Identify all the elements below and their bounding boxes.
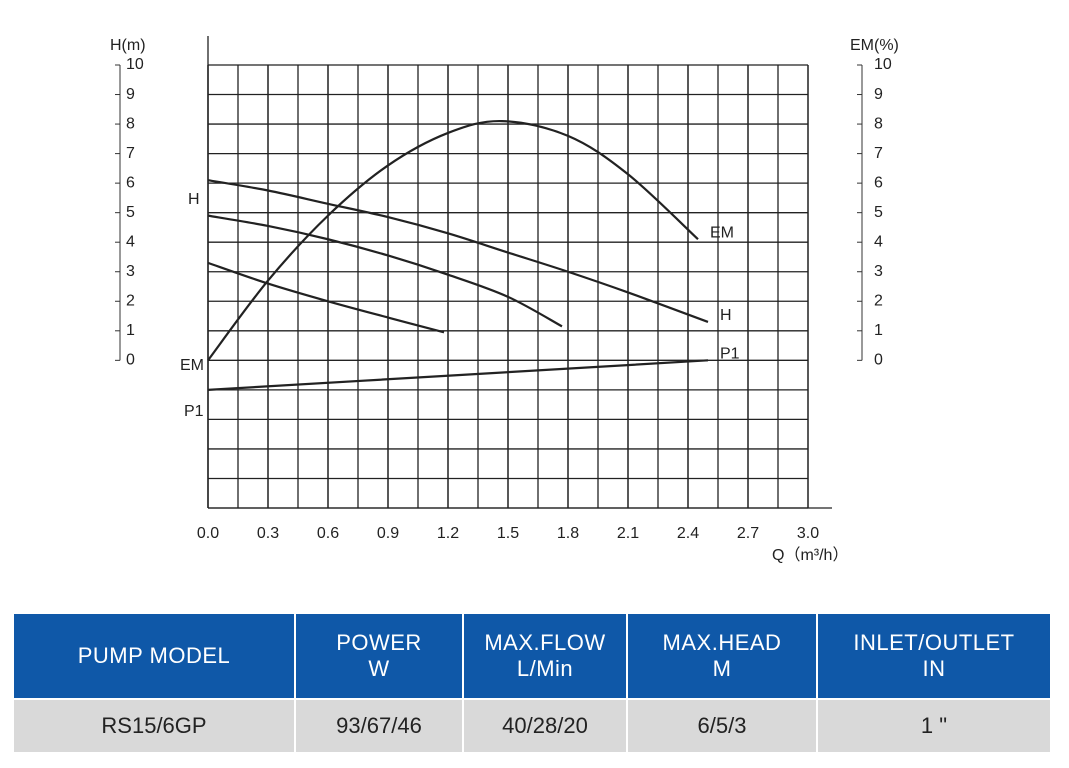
curve <box>207 179 709 323</box>
table-cell: 93/67/46 <box>296 700 462 752</box>
y-tick-label: 10 <box>126 56 144 73</box>
x-tick-label: 1.5 <box>497 525 519 542</box>
y2-tick-label: 4 <box>874 233 883 250</box>
x-tick-label: 1.8 <box>557 525 579 542</box>
x-tick-label: 2.1 <box>617 525 639 542</box>
header-text: INLET/OUTLET <box>853 630 1015 655</box>
y-tick-label: 2 <box>126 292 135 309</box>
header-text: L/Min <box>516 656 574 681</box>
chart: H(m) EM(%) Q（m³/h） 0.0 0.3 0.6 0.9 1.2 1.5 1.8… <box>110 36 899 564</box>
table-cell: RS15/6GP <box>14 700 294 752</box>
y-tick-label: 8 <box>126 115 135 132</box>
curve <box>207 120 699 361</box>
header-cell: INLET/OUTLET IN <box>818 614 1050 698</box>
x-axis-label: Q（m³/h） <box>772 546 848 564</box>
header-text: POWER <box>336 630 422 655</box>
y-tick-label: 0 <box>126 352 135 369</box>
y-tick-label: 7 <box>126 145 135 162</box>
x-tick-label: 2.4 <box>677 525 699 542</box>
table-cell: 6/5/3 <box>628 700 816 752</box>
table-cell: 40/28/20 <box>464 700 626 752</box>
x-tick-label: 3.0 <box>797 525 819 542</box>
x-tick-label: 1.2 <box>437 525 459 542</box>
y-tick-label: 5 <box>126 204 135 221</box>
y2-tick-label: 9 <box>874 86 883 103</box>
header-cell: MAX.HEAD M <box>628 614 816 698</box>
y2-tick-label: 6 <box>874 174 883 191</box>
annotation: EM <box>180 357 204 374</box>
curve-label: EM <box>710 224 734 241</box>
header-text: M <box>712 656 732 681</box>
x-tick-label: 0.3 <box>257 525 279 542</box>
x-tick-label: 0.6 <box>317 525 339 542</box>
header-text: MAX.FLOW <box>484 630 606 655</box>
curve-label: H <box>720 307 732 324</box>
y-tick-label: 9 <box>126 86 135 103</box>
y2-tick-label: 3 <box>874 263 883 280</box>
table-cell: 1 " <box>818 700 1050 752</box>
y-tick-label: 6 <box>126 174 135 191</box>
y2-tick-label: 1 <box>874 322 883 339</box>
y2-tick-label: 7 <box>874 145 883 162</box>
header-cell: PUMP MODEL <box>14 614 294 698</box>
y2-tick-label: 2 <box>874 292 883 309</box>
header-text: PUMP MODEL <box>77 643 231 668</box>
header-cell: POWER W <box>296 614 462 698</box>
curve <box>207 214 563 328</box>
y2-tick-label: 5 <box>874 204 883 221</box>
curve <box>207 359 709 391</box>
x-tick-label: 2.7 <box>737 525 759 542</box>
y2-tick-label: 10 <box>874 56 892 73</box>
spec-table: PUMP MODEL POWER W MAX.FLOW L/Min MAX.HEAD M IN… <box>14 614 1050 752</box>
x-tick-label: 0.9 <box>377 525 399 542</box>
header-text: IN <box>922 656 946 681</box>
header-text: W <box>368 656 390 681</box>
curve <box>207 261 445 334</box>
annotation: P1 <box>184 403 204 420</box>
header-text: MAX.HEAD <box>662 630 782 655</box>
y2-tick-label: 8 <box>874 115 883 132</box>
y-tick-label: 3 <box>126 263 135 280</box>
curve-label: P1 <box>720 346 740 363</box>
y2-axis-label: EM(%) <box>850 37 899 54</box>
header-cell: MAX.FLOW L/Min <box>464 614 626 698</box>
y2-tick-label: 0 <box>874 352 883 369</box>
x-tick-label: 0.0 <box>197 525 219 542</box>
y-tick-label: 1 <box>126 322 135 339</box>
y-axis-label: H(m) <box>110 37 146 54</box>
annotation: H <box>188 191 200 208</box>
y-tick-label: 4 <box>126 233 135 250</box>
